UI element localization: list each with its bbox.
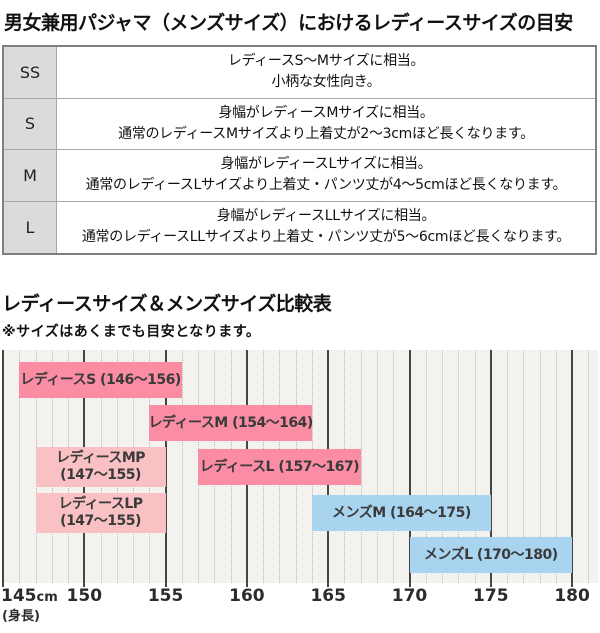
size-table-label-m: M: [4, 150, 57, 202]
minor-gridline: [588, 350, 590, 583]
chart-bar: レディースMP (147〜155): [35, 447, 166, 487]
x-axis-caption: (身長): [2, 609, 40, 624]
chart-bar: レディースM (154〜164): [148, 405, 313, 441]
minor-gridline: [523, 350, 525, 583]
bar-label: レディースS (146〜156): [20, 371, 181, 388]
chart-bar: メンズL (170〜180): [409, 537, 573, 573]
minor-gridline: [425, 350, 427, 583]
size-desc-line: 身幅がレディースLサイズに相当。: [220, 156, 432, 173]
size-desc-line: 小柄な女性向き。: [271, 74, 381, 91]
bar-label: レディースL (157〜167): [199, 458, 360, 475]
bar-range: (147〜155): [60, 513, 141, 529]
minor-gridline: [376, 350, 378, 583]
minor-gridline: [393, 350, 395, 583]
minor-gridline: [507, 350, 509, 583]
size-table-desc-s: 身幅がレディースMサイズに相当。 通常のレディースMサイズより上着丈が2〜3cm…: [57, 99, 595, 150]
x-tick-label: 170: [391, 586, 428, 606]
x-axis: 145cm 150 155 160 165 170 175 180: [1, 586, 598, 610]
chart-bar: レディースL (157〜167): [198, 449, 361, 485]
size-table-desc-m: 身幅がレディースLサイズに相当。 通常のレディースLサイズより上着丈・パンツ丈が…: [57, 150, 595, 202]
minor-gridline: [19, 350, 21, 583]
size-desc-line: 通常のレディースMサイズより上着丈が2〜3cmほど長くなります。: [118, 125, 534, 142]
chart-title: レディースサイズ＆メンズサイズ比較表: [2, 293, 332, 315]
minor-gridline: [442, 350, 444, 583]
minor-gridline: [474, 350, 476, 583]
x-tick-label: 180: [554, 586, 590, 606]
chart-bar: メンズM (164〜175): [311, 495, 491, 531]
size-table-label-ss: SS: [4, 47, 57, 99]
major-gridline: [571, 350, 574, 587]
size-table-desc-l: 身幅がレディースLLサイズに相当。 通常のレディースLLサイズより上着丈・パンツ…: [57, 202, 595, 254]
size-desc-line: 身幅がレディースLLサイズに相当。: [216, 208, 436, 225]
bar-label: メンズL (170〜180): [423, 546, 558, 563]
major-gridline: [164, 350, 167, 587]
major-gridline: [2, 350, 4, 587]
bar-label: レディースM (154〜164): [148, 414, 313, 431]
size-desc-line: 身幅がレディースMサイズに相当。: [218, 104, 434, 121]
x-tick-label: 160: [229, 586, 265, 606]
bar-label: レディースMP: [56, 450, 146, 466]
minor-gridline: [555, 350, 557, 583]
x-tick-label: 155: [147, 586, 184, 606]
x-tick-label: 150: [66, 586, 103, 606]
bar-label: メンズM (164〜175): [331, 504, 471, 521]
major-gridline: [489, 350, 492, 587]
tick-unit: cm: [36, 590, 58, 605]
plot-area: レディースS (146〜156) レディースM (154〜164) レディースMP(…: [2, 350, 598, 587]
minor-gridline: [539, 350, 541, 583]
bar-range: (147〜155): [60, 467, 141, 483]
size-desc-line: 通常のレディースLサイズより上着丈・パンツ丈が4〜5cmほど長くなります。: [85, 177, 567, 194]
x-tick-label: 175: [473, 586, 509, 606]
x-tick-label: 145cm: [1, 586, 58, 606]
size-table-label-s: S: [4, 98, 57, 150]
chart-bar: レディースLP (147〜155): [35, 493, 166, 533]
size-desc-line: 通常のレディースLLサイズより上着丈・パンツ丈が5〜6cmほど長くなります。: [81, 229, 571, 246]
size-table: SS レディースS〜Mサイズに相当。 小柄な女性向き。 S 身幅がレディースMサ…: [2, 45, 597, 255]
page-title: 男女兼用パジャマ（メンズサイズ）におけるレディースサイズの目安: [4, 12, 573, 34]
major-gridline: [408, 350, 411, 587]
bar-label: レディースLP: [58, 496, 144, 512]
minor-gridline: [181, 350, 183, 583]
size-table-desc-ss: レディースS〜Mサイズに相当。 小柄な女性向き。: [57, 47, 595, 99]
minor-gridline: [360, 350, 362, 583]
x-tick-label: 165: [310, 586, 346, 606]
chart-bar: レディースS (146〜156): [19, 362, 182, 398]
size-table-label-l: L: [4, 201, 57, 253]
chart-note: ※サイズはあくまでも目安となります。: [2, 324, 261, 340]
minor-gridline: [458, 350, 460, 583]
size-desc-line: レディースS〜Mサイズに相当。: [227, 53, 425, 70]
tick-number: 145: [1, 586, 37, 606]
